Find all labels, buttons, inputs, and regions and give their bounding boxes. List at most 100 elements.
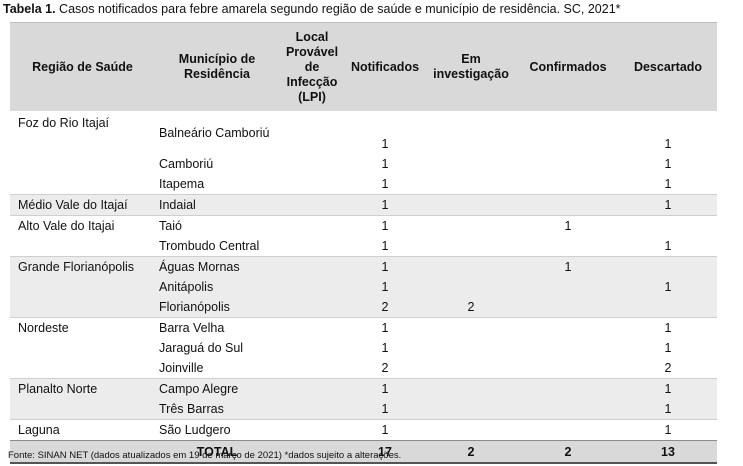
lpi-cell: 1 (345, 277, 425, 297)
discarded-cell: 1 (664, 157, 672, 171)
header-confirmed: Confirmados (517, 22, 619, 112)
lpi-cell: 1 (345, 256, 425, 277)
confirmed-cell: 1 (517, 256, 619, 277)
investigation-cell (425, 399, 517, 420)
municipality-cell: Três Barras (155, 399, 279, 420)
confirmed-cell (517, 112, 619, 155)
table-row: Grande Florianópolis Águas Mornas 1 1 (10, 256, 717, 277)
municipality-cell: Indaial (155, 194, 279, 216)
table-row: Jaraguá do Sul 1 1 (10, 338, 717, 358)
total-notified: 17 (345, 440, 425, 464)
region-cell: Alto Vale do Itajai (10, 215, 155, 236)
investigation-cell (425, 154, 517, 174)
confirmed-cell (517, 174, 619, 195)
confirmed-cell: 1 (517, 215, 619, 236)
region-cell: Médio Vale do Itajaí (10, 194, 155, 216)
table-row: Três Barras 1 1 (10, 399, 717, 420)
municipality-cell: São Ludgero (155, 419, 279, 441)
lpi-cell: 1 (381, 137, 389, 151)
confirmed-cell (517, 317, 619, 338)
region-cell (10, 399, 155, 420)
lpi-cell: 1 (381, 239, 389, 253)
header-row: Região de Saúde Município de Residência … (10, 22, 717, 112)
municipality-cell: Águas Mornas (155, 256, 279, 277)
region-cell (10, 236, 155, 257)
header-lpi: Local Provável de Infecção (LPI) (279, 22, 345, 112)
table-row: Anitápolis 1 1 (10, 277, 717, 297)
discarded-cell: 1 (619, 194, 717, 216)
table-row: Laguna São Ludgero 1 1 (10, 419, 717, 441)
discarded-cell: 1 (619, 317, 717, 338)
total-investigation: 2 (425, 440, 517, 464)
header-municipality: Município de Residência (155, 22, 279, 112)
lpi-cell: 1 (381, 177, 389, 191)
region-cell (10, 338, 155, 358)
table-row: Camboriú 1 1 (10, 154, 717, 174)
confirmed-cell (517, 399, 619, 420)
confirmed-cell (517, 236, 619, 257)
lpi-cell: 1 (381, 341, 389, 355)
municipality-cell: Jaraguá do Sul (159, 341, 244, 355)
table-row: Alto Vale do Itajai Taió 1 1 (10, 215, 717, 236)
investigation-cell (425, 277, 517, 297)
investigation-cell (425, 215, 517, 236)
lpi-cell: 1 (345, 317, 425, 338)
municipality-cell: Balneário Camboriú (159, 125, 270, 140)
discarded-cell: 2 (664, 361, 672, 375)
header-region: Região de Saúde (10, 22, 155, 112)
total-row: TOTAL 17 2 2 13 (10, 440, 717, 464)
lpi-cell: 2 (345, 297, 425, 318)
lpi-cell: 1 (345, 399, 425, 420)
lpi-cell: 1 (381, 157, 389, 171)
table-caption: Tabela 1. Casos notificados para febre a… (3, 2, 621, 16)
municipality-cell: Anitápolis (155, 277, 279, 297)
lpi-cell: 1 (345, 194, 425, 216)
investigation-cell (425, 378, 517, 399)
table-row: Médio Vale do Itajaí Indaial 1 1 (10, 194, 717, 216)
investigation-cell (425, 419, 517, 441)
total-confirmed: 2 (517, 440, 619, 464)
discarded-cell: 1 (664, 239, 672, 253)
discarded-cell: 1 (664, 341, 672, 355)
municipality-cell: Joinville (159, 361, 204, 375)
investigation-cell (425, 256, 517, 277)
confirmed-cell (517, 358, 619, 379)
total-label: TOTAL (155, 440, 279, 464)
region-cell: Foz do Rio Itajaí (18, 116, 110, 130)
lpi-cell: 1 (345, 419, 425, 441)
region-cell: Grande Florianópolis (10, 256, 155, 277)
investigation-cell (425, 358, 517, 379)
municipality-cell: Barra Velha (155, 317, 279, 338)
header-notified: Notificados (345, 22, 425, 112)
confirmed-cell (517, 338, 619, 358)
municipality-cell: Campo Alegre (155, 378, 279, 399)
header-investigation: Em investigação (425, 22, 517, 112)
discarded-cell (619, 297, 717, 318)
region-cell: Nordeste (10, 317, 155, 338)
header-discarded: Descartado (619, 22, 717, 112)
table-row: Florianópolis 2 2 (10, 297, 717, 318)
region-cell (10, 297, 155, 318)
cases-table: Região de Saúde Município de Residência … (10, 22, 717, 464)
table-row: Foz do Rio Itajaí Balneário Camboriú 1 1 (10, 112, 717, 155)
municipality-cell: Trombudo Central (159, 239, 260, 253)
region-cell (10, 174, 155, 195)
municipality-cell: Camboriú (159, 157, 214, 171)
discarded-cell: 1 (619, 399, 717, 420)
investigation-cell: 2 (425, 297, 517, 318)
total-discarded: 13 (619, 440, 717, 464)
confirmed-cell (517, 297, 619, 318)
discarded-cell: 1 (619, 419, 717, 441)
investigation-cell (425, 194, 517, 216)
confirmed-cell (517, 154, 619, 174)
table-row: Planalto Norte Campo Alegre 1 1 (10, 378, 717, 399)
lpi-cell: 1 (345, 215, 425, 236)
region-cell (10, 277, 155, 297)
discarded-cell (619, 256, 717, 277)
table-row: Trombudo Central 1 1 (10, 236, 717, 257)
discarded-cell (619, 215, 717, 236)
caption-label: Tabela 1. (3, 2, 56, 16)
municipality-cell: Itapema (159, 177, 205, 191)
confirmed-cell (517, 277, 619, 297)
discarded-cell: 1 (664, 137, 672, 151)
